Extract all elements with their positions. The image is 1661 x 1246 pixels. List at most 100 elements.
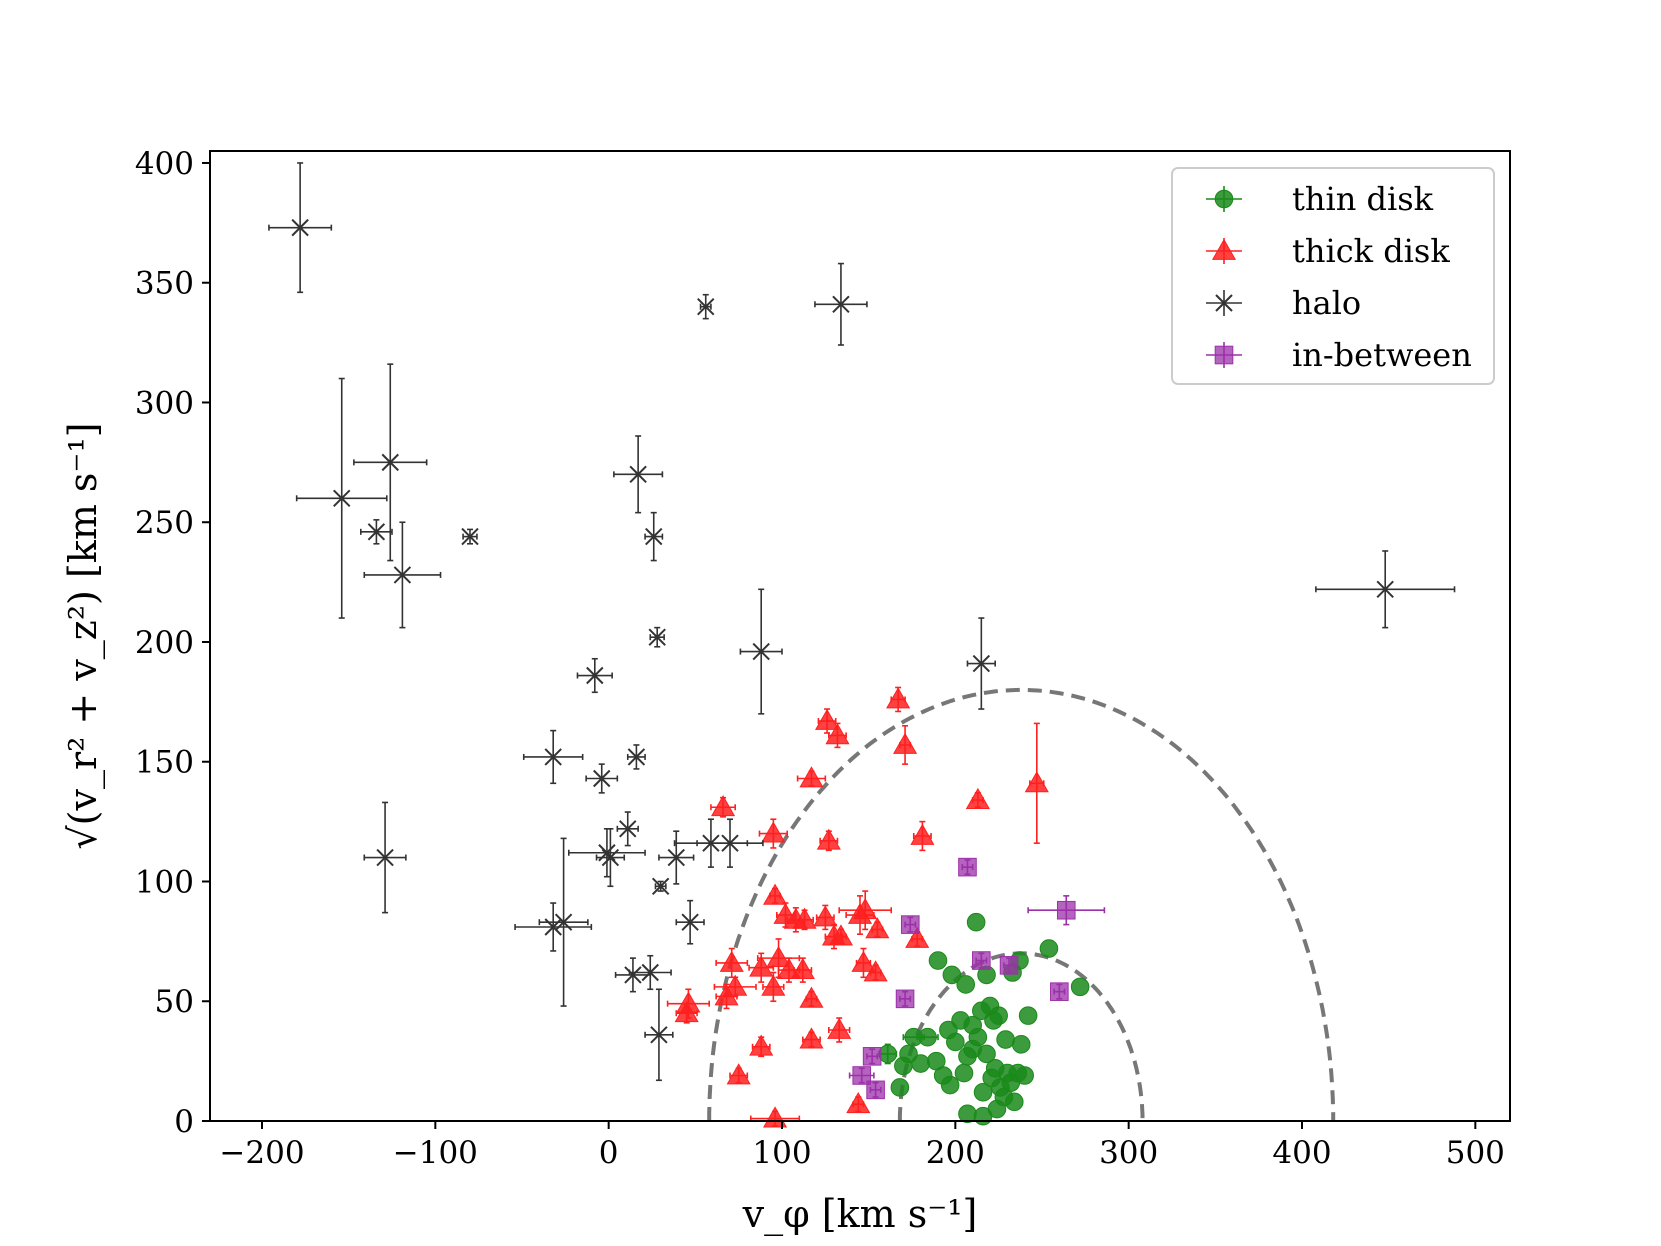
- data-point: [900, 915, 920, 934]
- x-axis-ticks: −200 −100 0 100 200 300 400 500: [219, 1121, 1505, 1171]
- data-point: [1315, 550, 1456, 629]
- triangle-marker: [799, 766, 824, 788]
- data-point: [595, 828, 626, 888]
- circle-marker: [942, 965, 962, 985]
- data-point: [658, 830, 695, 885]
- triangle-marker: [790, 957, 815, 980]
- data-point: [942, 965, 962, 985]
- triangle-marker: [910, 823, 935, 845]
- triangle-marker: [815, 708, 840, 730]
- triangle-marker: [851, 950, 876, 972]
- x-marker-stroke: [721, 834, 739, 852]
- data-point: [940, 1075, 960, 1095]
- legend-item-thin-disk: thin disk: [1206, 180, 1434, 218]
- data-point: [848, 1066, 875, 1085]
- legend-items: thin disk thick disk halo in-between: [1206, 180, 1472, 374]
- data-point: [616, 811, 639, 847]
- y-tick-label: 100: [135, 864, 194, 900]
- data-point: [644, 511, 664, 562]
- triangle-marker: [905, 926, 930, 948]
- x-marker-stroke: [645, 527, 663, 546]
- y-tick-label: 300: [135, 385, 194, 421]
- data-point: [799, 986, 824, 1008]
- data-point: [651, 877, 670, 895]
- square-marker: [852, 1066, 872, 1085]
- legend: thin disk thick disk halo in-between: [1171, 167, 1495, 385]
- data-point: [792, 907, 817, 931]
- x-marker-stroke: [586, 666, 604, 685]
- circle-marker: [1039, 939, 1059, 958]
- circle-marker: [1011, 1035, 1031, 1054]
- y-axis-label: √(v_r² + v_z²) [km s⁻¹]: [61, 422, 106, 849]
- data-point: [1011, 1035, 1031, 1054]
- triangle-marker: [965, 787, 990, 809]
- data-point: [1024, 722, 1049, 844]
- circle-marker: [984, 1011, 1003, 1030]
- data-point: [886, 686, 911, 713]
- y-tick-label: 350: [135, 266, 194, 302]
- data-point: [626, 744, 646, 770]
- data-point: [799, 1027, 824, 1049]
- data-point: [846, 1092, 871, 1114]
- data-point: [816, 828, 841, 852]
- triangle-marker: [865, 917, 890, 939]
- triangle-marker: [676, 991, 701, 1013]
- data-point: [963, 1039, 982, 1059]
- triangle-marker: [749, 1034, 774, 1056]
- x-marker-stroke: [667, 848, 685, 867]
- data-point: [697, 293, 715, 320]
- x-tick-label: 500: [1446, 1135, 1505, 1171]
- data-point: [696, 818, 764, 868]
- data-point: [758, 818, 789, 849]
- data-point: [905, 926, 930, 948]
- x-marker-stroke: [629, 465, 647, 484]
- x-marker-stroke: [461, 527, 479, 546]
- circle-marker: [1018, 1006, 1038, 1025]
- triangle-marker: [828, 924, 853, 946]
- data-point: [461, 527, 479, 546]
- data-points: [268, 162, 1456, 1128]
- data-point: [726, 1063, 751, 1085]
- triangle-marker: [1211, 238, 1237, 260]
- triangle-marker: [761, 821, 786, 843]
- data-point: [363, 521, 442, 629]
- x-axis-label: v_φ [km s⁻¹]: [742, 1192, 978, 1237]
- toomre-180-curve: [707, 687, 1336, 1121]
- square-marker: [958, 857, 977, 877]
- triangle-marker: [825, 723, 850, 745]
- x-marker-stroke: [627, 748, 646, 766]
- x-marker-stroke: [393, 566, 412, 584]
- triangle-marker: [723, 974, 748, 996]
- triangle-marker: [763, 1106, 788, 1128]
- triangle-marker: [799, 986, 824, 1008]
- data-point: [538, 837, 589, 1007]
- legend-label: thin disk: [1292, 180, 1434, 218]
- square-marker: [972, 951, 991, 970]
- data-point: [1004, 1092, 1024, 1112]
- data-point: [916, 1027, 939, 1047]
- x-marker-stroke: [697, 297, 715, 316]
- circle-marker: [1015, 1066, 1034, 1085]
- data-point: [838, 890, 893, 931]
- triangle-marker: [766, 945, 791, 968]
- square-marker: [999, 956, 1019, 975]
- data-point: [815, 708, 840, 734]
- data-point: [972, 951, 991, 970]
- data-point: [268, 162, 333, 294]
- circle-marker: [956, 975, 976, 994]
- data-point: [973, 1082, 993, 1102]
- data-point: [910, 820, 935, 852]
- triangle-marker: [813, 905, 838, 927]
- data-point: [878, 1043, 898, 1065]
- legend-label: thick disk: [1292, 232, 1450, 270]
- plot-frame: [209, 150, 1511, 1122]
- data-point: [1070, 977, 1090, 997]
- circle-marker: [973, 1082, 993, 1102]
- data-point: [866, 1080, 885, 1100]
- series-thick-disk: [666, 686, 1049, 1128]
- data-point: [956, 975, 976, 994]
- square-marker: [866, 1080, 885, 1100]
- data-point: [749, 1034, 774, 1058]
- data-point: [1050, 982, 1069, 1001]
- x-tick-label: −200: [219, 1135, 304, 1171]
